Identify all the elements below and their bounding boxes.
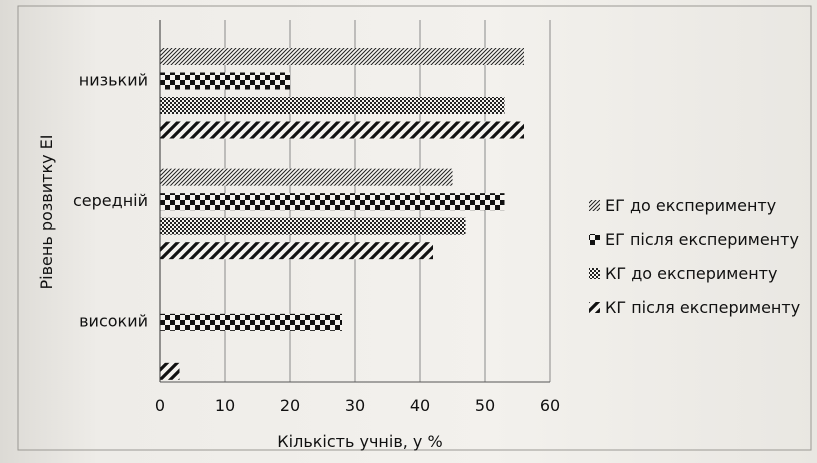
bar	[160, 168, 453, 186]
legend: ЕГ до експерименту ЕГ після експерименту К…	[589, 196, 800, 317]
bars	[160, 48, 524, 380]
x-axis-label: Кількість учнів, у %	[277, 432, 442, 451]
bar	[160, 362, 180, 380]
bar	[160, 72, 290, 90]
legend-swatch	[589, 302, 600, 313]
legend-swatch	[589, 234, 600, 245]
bar	[160, 97, 505, 114]
x-tick-label: 0	[155, 396, 165, 415]
bar	[160, 242, 433, 260]
legend-swatch	[589, 268, 600, 279]
chart-frame	[17, 5, 812, 451]
bar	[160, 193, 505, 211]
y-tick-label: низький	[79, 70, 148, 89]
legend-label: КГ до експерименту	[605, 264, 777, 283]
bar	[160, 48, 524, 65]
bar	[160, 217, 466, 235]
x-tick-label: 40	[410, 396, 430, 415]
x-tick-label: 50	[475, 396, 495, 415]
legend-label: КГ після експерименту	[605, 298, 800, 317]
x-tick-label: 60	[540, 396, 560, 415]
bar	[160, 121, 524, 139]
bar	[160, 313, 342, 331]
legend-swatch	[589, 200, 600, 211]
x-tick-label: 10	[215, 396, 235, 415]
legend-label: ЕГ після експерименту	[605, 230, 799, 249]
x-tick-label: 30	[345, 396, 365, 415]
legend-label: ЕГ до експерименту	[605, 196, 776, 215]
y-tick-label: високий	[79, 312, 148, 331]
y-tick-label: середній	[73, 191, 148, 210]
x-tick-label: 20	[280, 396, 300, 415]
axes: 0 10 20 30 40 50 60 низький середній високий	[73, 20, 560, 415]
y-axis-label: Рівень розвитку ЕІ	[37, 135, 56, 290]
